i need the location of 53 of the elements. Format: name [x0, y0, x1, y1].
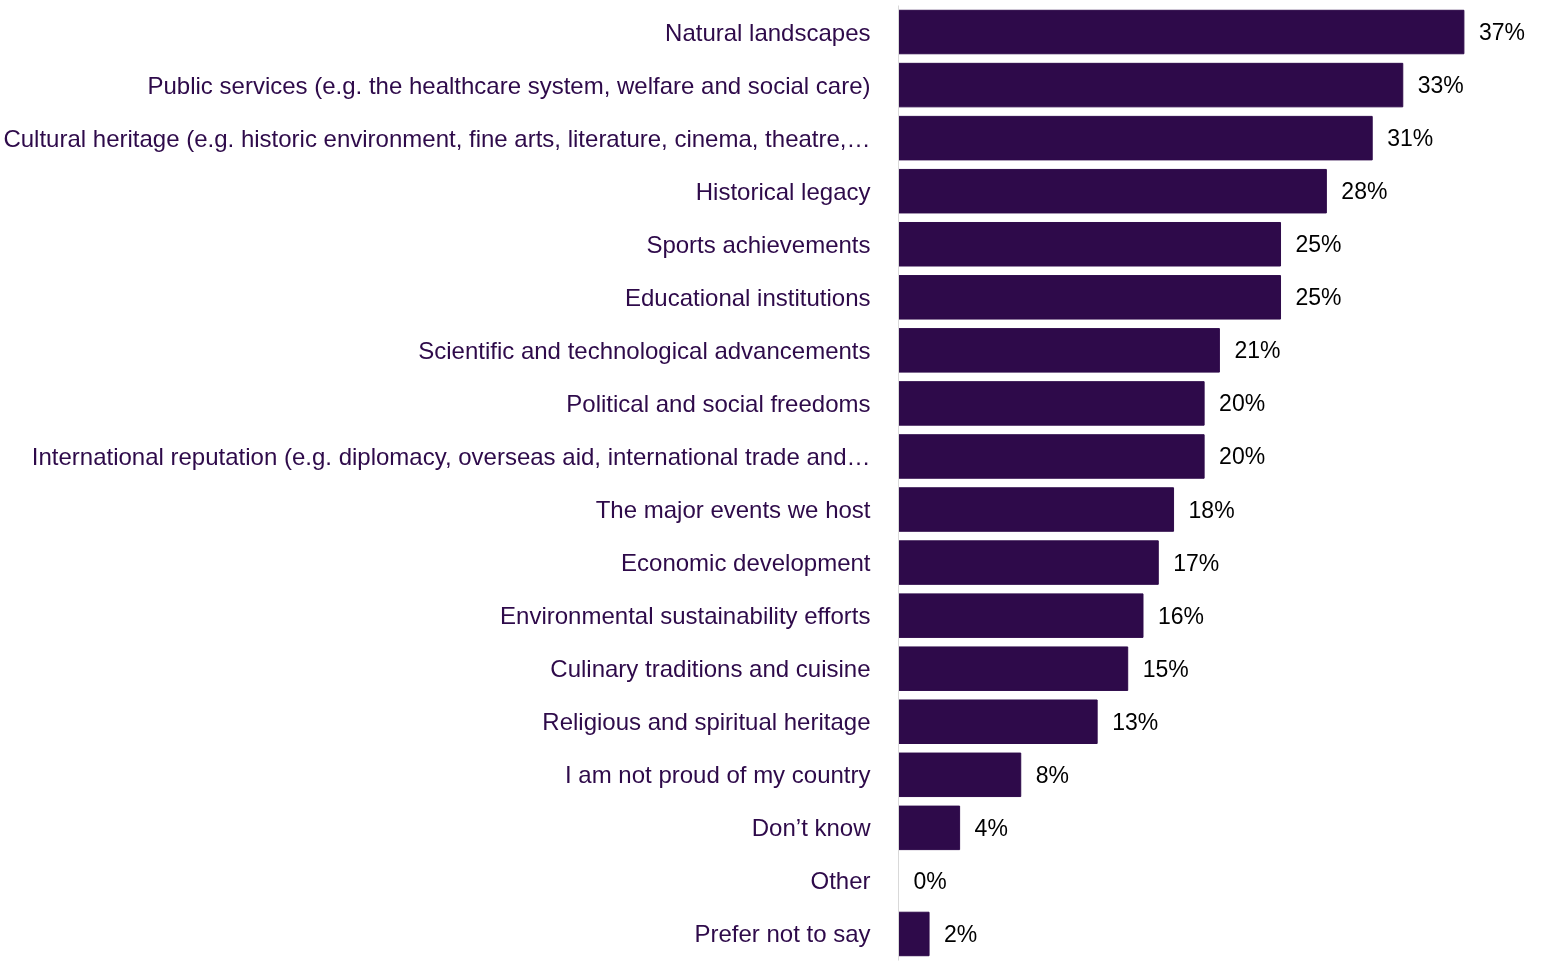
bar: [898, 381, 1205, 426]
bar: [898, 487, 1175, 532]
data-label: 2%: [944, 920, 978, 947]
y-tick-label: Sports achievements: [646, 230, 871, 258]
y-tick-label: Culinary traditions and cuisine: [550, 655, 871, 683]
bar: [898, 540, 1159, 585]
bar: [898, 222, 1282, 267]
y-tick-label: The major events we host: [595, 496, 871, 524]
y-tick-label: Political and social freedoms: [566, 389, 871, 417]
data-label: 28%: [1341, 178, 1388, 205]
data-label: 0%: [913, 867, 947, 894]
bar: [898, 275, 1282, 320]
data-label: 33%: [1417, 72, 1464, 99]
y-tick-label: Environmental sustainability efforts: [500, 602, 871, 630]
bar: [898, 168, 1327, 214]
data-label: 18%: [1188, 496, 1235, 523]
bar: [898, 699, 1098, 744]
y-tick-label: International reputation (e.g. diplomacy, overseas aid, international trade and…: [31, 442, 871, 470]
y-tick-label: Other: [810, 867, 871, 895]
y-tick-label: I am not proud of my country: [565, 761, 871, 789]
y-tick-label: Public services (e.g. the healthcare system, welfare and social care): [147, 71, 871, 99]
data-label: 20%: [1219, 443, 1266, 470]
data-label: 17%: [1173, 549, 1220, 576]
data-label: 21%: [1234, 337, 1281, 364]
y-tick-label: Scientific and technological advancements: [418, 336, 871, 364]
data-label: 15%: [1142, 655, 1189, 682]
y-tick-label: Historical legacy: [695, 177, 871, 205]
y-tick-label: Natural landscapes: [665, 18, 871, 46]
bar: [898, 328, 1220, 373]
data-label: 25%: [1295, 231, 1342, 258]
data-label: 20%: [1219, 390, 1266, 417]
data-label: 31%: [1387, 125, 1434, 152]
bar: [898, 752, 1022, 798]
y-tick-label: Cultural heritage (e.g. historic environment, fine arts, literature, cinema, theatre,…: [3, 124, 871, 152]
data-label: 8%: [1035, 761, 1069, 788]
data-label: 4%: [974, 814, 1008, 841]
y-tick-label: Don’t know: [751, 814, 872, 842]
y-tick-label: Religious and spiritual heritage: [542, 708, 871, 736]
bar: [898, 434, 1205, 479]
data-label: 37%: [1478, 19, 1525, 46]
data-label: 13%: [1112, 708, 1159, 735]
y-tick-label: Educational institutions: [625, 283, 871, 311]
data-label: 16%: [1158, 602, 1205, 629]
y-tick-label: Prefer not to say: [694, 920, 871, 948]
bar: [898, 115, 1373, 161]
bar: [898, 62, 1404, 108]
bar: [898, 646, 1129, 691]
y-tick-label: Economic development: [621, 549, 871, 577]
bar: [898, 9, 1465, 55]
bar: [898, 911, 930, 957]
bar: [898, 593, 1144, 638]
bar: [898, 805, 961, 851]
data-label: 25%: [1295, 284, 1342, 311]
